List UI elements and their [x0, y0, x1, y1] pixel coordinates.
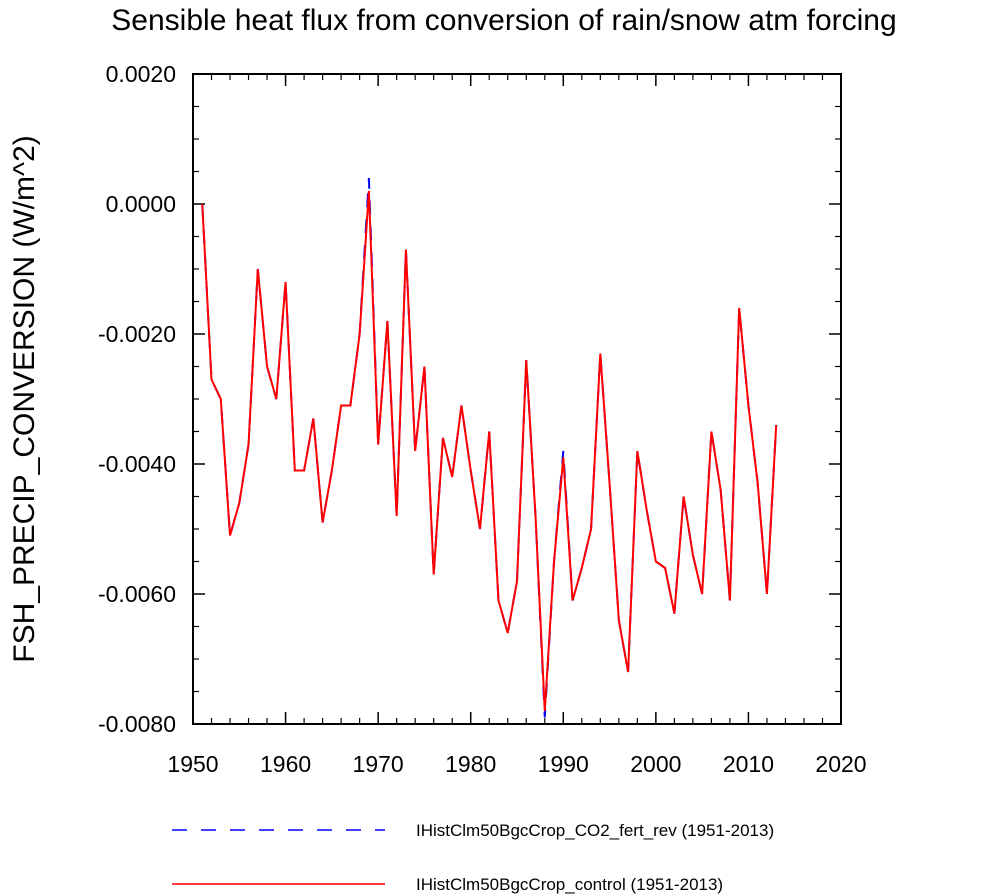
legend-label-2: IHistClm50BgcCrop_control (1951-2013) — [416, 875, 723, 894]
x-tick-label: 1990 — [538, 751, 589, 777]
y-tick-label: 0.0000 — [106, 191, 176, 217]
y-tick-label: -0.0020 — [98, 321, 176, 347]
legend: IHistClm50BgcCrop_CO2_fert_rev (1951-201… — [172, 821, 774, 894]
y-tick-label: -0.0040 — [98, 451, 176, 477]
x-tick-label: 1960 — [260, 751, 311, 777]
y-tick-label: -0.0080 — [98, 711, 176, 737]
chart-title: Sensible heat flux from conversion of ra… — [111, 4, 896, 37]
plot-frame — [192, 73, 842, 725]
y-axis-label: FSH_PRECIP_CONVERSION (W/m^2) — [8, 135, 41, 662]
x-tick-label: 2020 — [815, 751, 866, 777]
axis-tick-labels: 1950 1960 1970 1980 1990 2000 2010 2020 0.0020 0.… — [98, 61, 867, 777]
data-series — [201, 177, 778, 718]
legend-label-1: IHistClm50BgcCrop_CO2_fert_rev (1951-201… — [416, 821, 774, 840]
x-tick-label: 1970 — [353, 751, 404, 777]
x-tick-label: 2000 — [630, 751, 681, 777]
x-tick-label: 1950 — [167, 751, 218, 777]
x-tick-label: 1980 — [445, 751, 496, 777]
x-tick-label: 2010 — [723, 751, 774, 777]
series-line-2 — [201, 190, 778, 712]
y-tick-label: -0.0060 — [98, 581, 176, 607]
y-tick-label: 0.0020 — [106, 61, 176, 87]
axis-ticks — [192, 73, 842, 725]
